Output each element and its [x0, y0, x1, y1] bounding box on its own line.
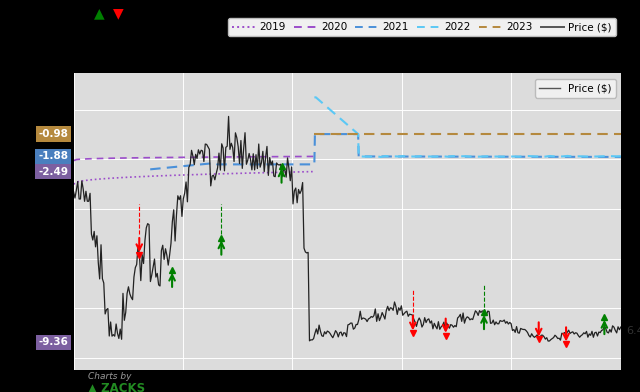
Legend: Price ($): Price ($) — [534, 79, 616, 98]
Text: ▼: ▼ — [113, 7, 124, 21]
Text: -0.98: -0.98 — [38, 129, 68, 139]
Text: Charts by: Charts by — [88, 372, 131, 381]
Text: 6.40: 6.40 — [627, 326, 640, 336]
Text: ▲ ZACKS: ▲ ZACKS — [88, 381, 145, 392]
Text: -9.36: -9.36 — [38, 337, 68, 347]
Text: -1.88: -1.88 — [38, 151, 68, 162]
Text: ▲: ▲ — [94, 7, 104, 21]
Text: -2.49: -2.49 — [38, 167, 68, 176]
